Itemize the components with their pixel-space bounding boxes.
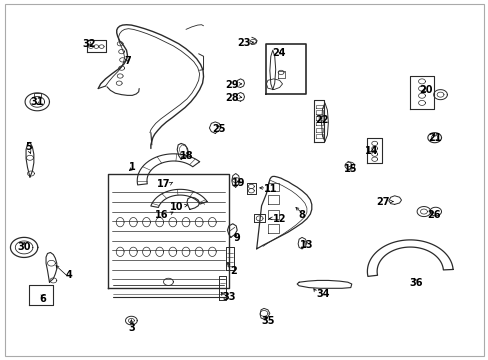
Text: 12: 12 xyxy=(272,215,285,224)
Text: 6: 6 xyxy=(40,294,46,304)
Text: 7: 7 xyxy=(124,56,131,66)
Text: 19: 19 xyxy=(231,178,245,188)
Text: 18: 18 xyxy=(180,150,193,161)
Text: 24: 24 xyxy=(271,48,285,58)
Text: 2: 2 xyxy=(230,266,237,276)
Text: 15: 15 xyxy=(344,164,357,174)
Text: 5: 5 xyxy=(25,142,32,152)
Text: 16: 16 xyxy=(155,210,168,220)
Text: 9: 9 xyxy=(233,233,240,243)
Text: 22: 22 xyxy=(314,115,327,125)
Text: 11: 11 xyxy=(264,184,277,194)
Text: 1: 1 xyxy=(129,162,136,172)
Text: 20: 20 xyxy=(418,85,432,95)
Text: 32: 32 xyxy=(82,40,96,49)
Text: 33: 33 xyxy=(222,292,236,302)
Text: 28: 28 xyxy=(224,93,238,103)
Text: 14: 14 xyxy=(364,145,377,156)
Text: 26: 26 xyxy=(426,210,440,220)
Text: 29: 29 xyxy=(224,80,238,90)
Text: 21: 21 xyxy=(427,133,441,143)
Text: 23: 23 xyxy=(236,38,250,48)
Text: 35: 35 xyxy=(261,316,274,325)
Text: 25: 25 xyxy=(212,124,225,134)
Text: 31: 31 xyxy=(30,97,44,107)
Text: 4: 4 xyxy=(65,270,72,280)
Text: 13: 13 xyxy=(300,240,313,250)
Text: 34: 34 xyxy=(316,289,329,299)
Text: 17: 17 xyxy=(157,179,170,189)
Text: 8: 8 xyxy=(298,210,305,220)
Text: 36: 36 xyxy=(408,278,422,288)
Text: 30: 30 xyxy=(17,242,31,252)
Text: 3: 3 xyxy=(128,323,135,333)
Text: 10: 10 xyxy=(170,202,183,212)
Text: 27: 27 xyxy=(376,197,389,207)
